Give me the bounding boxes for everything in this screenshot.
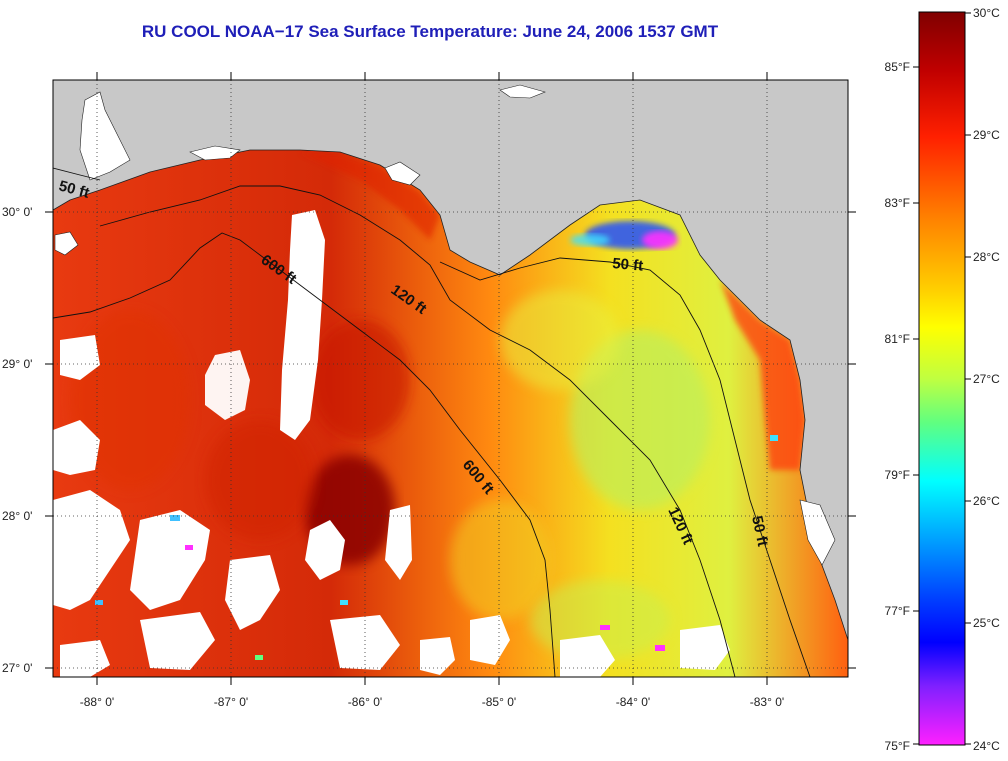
coastline (53, 80, 848, 641)
longitude-label: -85° 0' (482, 695, 516, 709)
colorbar-fahrenheit-label: 77°F (885, 604, 910, 618)
colorbar: 30°C 29°C 28°C 27°C 26°C 25°C 24°C 85°F … (885, 6, 1001, 753)
colorbar-celsius-label: 27°C (973, 372, 1000, 386)
cloud-edge-artifacts (95, 435, 778, 660)
latitude-label: 30° 0' (2, 205, 32, 219)
sea-temperature-field (53, 150, 848, 677)
longitude-labels: -88° 0' -87° 0' -86° 0' -85° 0' -84° 0' … (80, 695, 784, 709)
graticule (53, 80, 848, 677)
longitude-label: -84° 0' (616, 695, 650, 709)
bathymetry-contours (53, 167, 811, 677)
map-frame (52, 79, 849, 678)
colorbar-fahrenheit-label: 85°F (885, 60, 910, 74)
longitude-label: -88° 0' (80, 695, 114, 709)
contour-label: 50 ft (748, 514, 771, 548)
colorbar-fahrenheit-label: 79°F (885, 468, 910, 482)
colorbar-fahrenheit-label: 75°F (885, 739, 910, 753)
colorbar-fahrenheit-label: 81°F (885, 332, 910, 346)
contour-label: 50 ft (612, 255, 644, 275)
latitude-labels: 30° 0' 29° 0' 28° 0' 27° 0' (2, 205, 32, 675)
longitude-label: -83° 0' (750, 695, 784, 709)
latitude-label: 29° 0' (2, 357, 32, 371)
colorbar-celsius-label: 30°C (973, 6, 1000, 20)
map-title: RU COOL NOAA−17 Sea Surface Temperature:… (141, 22, 719, 41)
longitude-label: -87° 0' (214, 695, 248, 709)
colorbar-celsius-label: 26°C (973, 494, 1000, 508)
colorbar-gradient (918, 11, 966, 746)
colorbar-celsius-label: 29°C (973, 128, 1000, 142)
colorbar-ticks (913, 12, 971, 745)
bays (54, 84, 836, 566)
colorbar-fahrenheit-label: 83°F (885, 196, 910, 210)
frame-ticks (45, 72, 856, 685)
longitude-label: -86° 0' (348, 695, 382, 709)
colorbar-celsius-label: 28°C (973, 250, 1000, 264)
latitude-label: 27° 0' (2, 661, 32, 675)
latitude-label: 28° 0' (2, 509, 32, 523)
map-area: 50 ft 600 ft 120 ft 50 ft 600 ft 120 ft … (53, 80, 848, 677)
colorbar-celsius-label: 25°C (973, 616, 1000, 630)
colorbar-celsius-label: 24°C (973, 739, 1000, 753)
